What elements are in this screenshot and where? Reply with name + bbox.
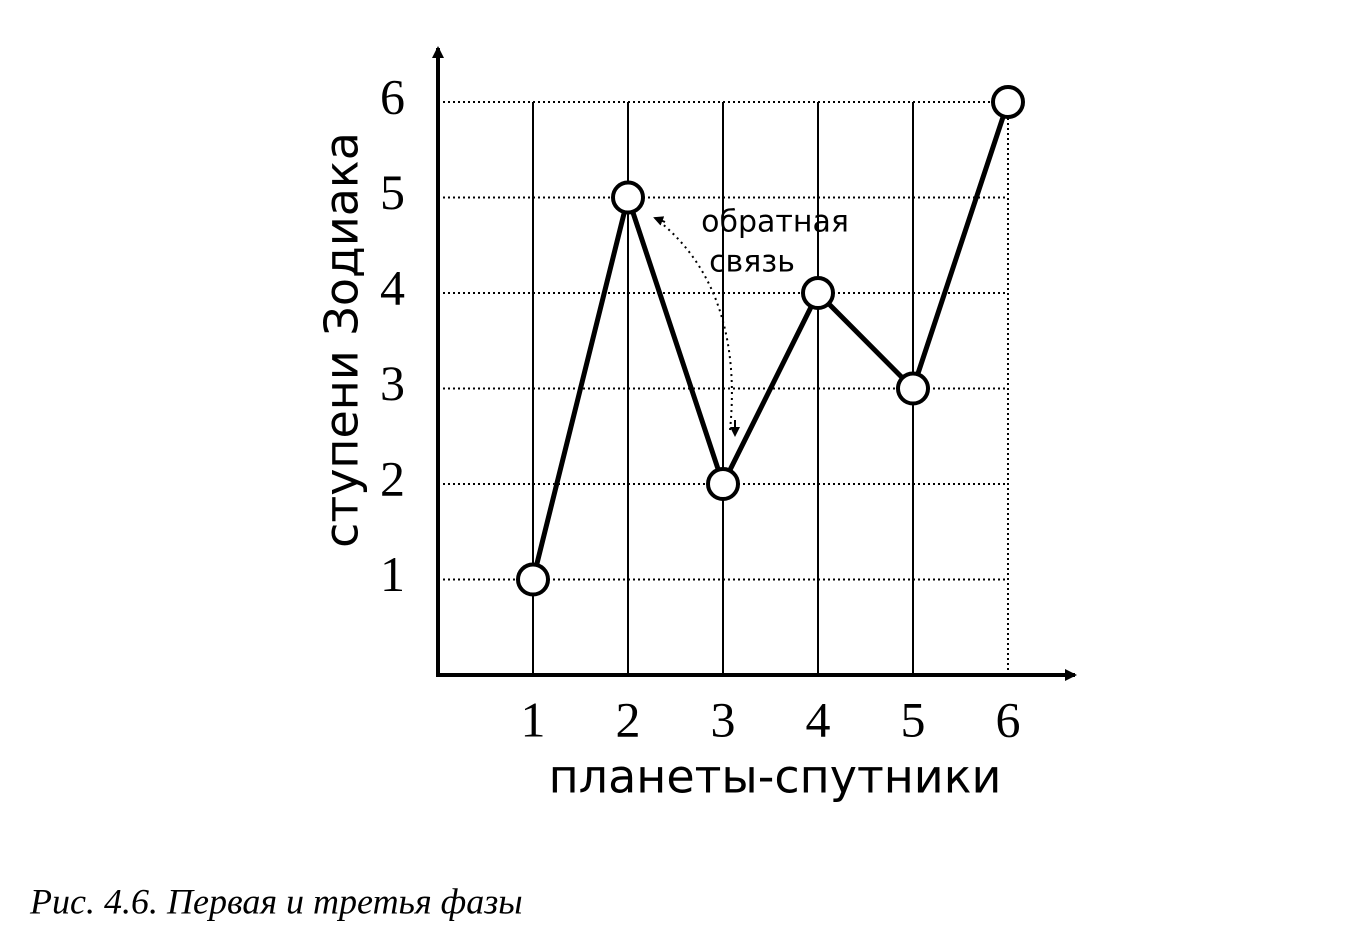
x-tick-label: 1 xyxy=(521,691,546,747)
y-tick-label: 2 xyxy=(380,450,405,506)
caption: Рис. 4.6. Первая и третья фазы xyxy=(29,881,523,921)
x-tick-label: 3 xyxy=(711,691,736,747)
data-point xyxy=(801,276,835,310)
data-point xyxy=(516,562,550,597)
annotation: связь xyxy=(709,245,795,280)
x-tick-label: 4 xyxy=(806,691,831,747)
y-tick-label: 3 xyxy=(380,355,405,411)
data-point xyxy=(706,467,740,501)
grid xyxy=(438,101,1009,675)
x-tick-label: 5 xyxy=(901,691,926,747)
x-tick-label: 6 xyxy=(996,691,1021,747)
annotation: обратная xyxy=(701,205,849,240)
x-tick-label: 2 xyxy=(616,691,641,747)
y-tick-label: 6 xyxy=(380,68,405,124)
data-point xyxy=(991,85,1025,119)
data-point xyxy=(611,180,645,215)
y-tick-label: 1 xyxy=(380,546,405,602)
data-line xyxy=(530,101,1011,581)
annotation-arrow xyxy=(654,217,733,431)
x-axis-label: планеты-спутники xyxy=(549,750,1002,804)
y-axis-label: ступени Зодиака xyxy=(315,132,369,548)
y-tick-label: 4 xyxy=(380,259,405,315)
data-point xyxy=(896,371,930,406)
arrow-head xyxy=(653,216,666,226)
y-tick-label: 5 xyxy=(380,164,405,220)
